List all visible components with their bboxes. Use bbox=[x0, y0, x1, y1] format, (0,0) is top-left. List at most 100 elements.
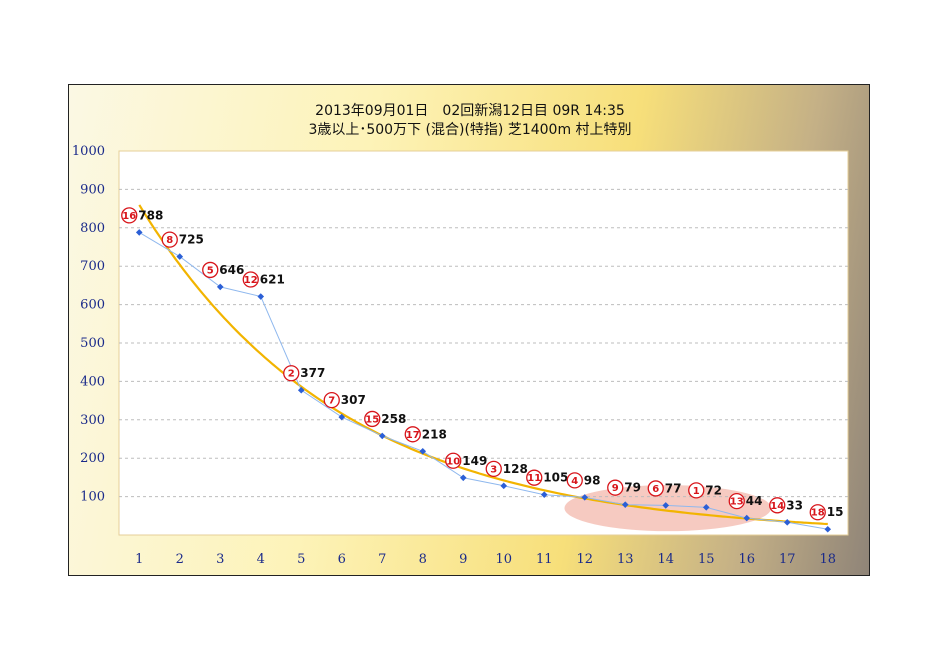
x-tick-label: 15 bbox=[698, 552, 715, 567]
horse-number-label: 4 bbox=[571, 476, 578, 487]
value-label: 79 bbox=[624, 481, 641, 495]
data-point bbox=[297, 386, 305, 394]
data-point bbox=[216, 283, 224, 291]
horse-number-circle bbox=[404, 426, 421, 443]
chart-svg: 2013年09月01日 02回新潟12日目 09R 14:35 3歳以上･500… bbox=[72, 103, 849, 567]
x-tick-label: 1 bbox=[135, 552, 143, 567]
series-line bbox=[139, 231, 828, 530]
horse-number-circle bbox=[364, 410, 381, 428]
horse-number-circle bbox=[323, 391, 340, 409]
y-tick-label: 900 bbox=[80, 182, 105, 197]
y-tick-label: 600 bbox=[80, 298, 105, 313]
data-point bbox=[135, 229, 143, 236]
y-tick-label: 200 bbox=[80, 451, 105, 466]
horse-number-circle bbox=[445, 452, 462, 469]
horse-number-label: 10 bbox=[446, 456, 460, 467]
y-tick-label: 1000 bbox=[72, 144, 105, 159]
x-tick-label: 18 bbox=[819, 552, 836, 567]
value-label: 128 bbox=[503, 462, 528, 476]
y-tick-label: 700 bbox=[80, 259, 105, 274]
x-tick-label: 10 bbox=[495, 552, 512, 567]
horse-number-circle bbox=[202, 261, 219, 279]
value-label: 33 bbox=[786, 498, 803, 512]
horse-number-label: 18 bbox=[811, 508, 825, 519]
data-point bbox=[257, 293, 265, 300]
data-point bbox=[621, 501, 629, 508]
horse-number-label: 12 bbox=[244, 275, 258, 286]
horse-number-label: 3 bbox=[490, 464, 497, 475]
y-tick-label: 500 bbox=[80, 336, 105, 351]
data-point bbox=[500, 482, 508, 490]
x-tick-label: 13 bbox=[617, 552, 634, 567]
x-tick-label: 11 bbox=[536, 552, 553, 567]
x-tick-label: 6 bbox=[338, 552, 346, 567]
value-label: 149 bbox=[462, 454, 487, 468]
horse-number-circle bbox=[242, 271, 259, 288]
y-tick-label: 100 bbox=[80, 490, 105, 505]
data-point bbox=[662, 502, 670, 509]
data-point bbox=[338, 413, 346, 421]
y-tick-label: 800 bbox=[80, 221, 105, 236]
value-label: 98 bbox=[584, 473, 601, 487]
chart-title: 2013年09月01日 02回新潟12日目 09R 14:35 bbox=[315, 103, 625, 119]
value-label: 725 bbox=[179, 233, 204, 247]
x-tick-label: 4 bbox=[257, 552, 265, 567]
gridlines bbox=[119, 188, 848, 498]
value-label: 646 bbox=[219, 263, 244, 277]
x-axis-ticks: 1 2 3 4 5 6 7 8 9 10 11 12 13 14 15 16 17 18 bbox=[135, 552, 836, 567]
horse-number-label: 5 bbox=[207, 265, 214, 276]
x-tick-label: 17 bbox=[779, 552, 796, 567]
x-tick-label: 8 bbox=[419, 552, 427, 567]
value-label: 258 bbox=[381, 412, 406, 426]
horse-number-label: 15 bbox=[365, 414, 379, 425]
x-tick-label: 12 bbox=[576, 552, 593, 567]
horse-number-label: 6 bbox=[652, 484, 659, 495]
value-label: 77 bbox=[665, 481, 682, 495]
horse-number-label: 11 bbox=[527, 473, 541, 484]
data-point bbox=[702, 504, 710, 511]
y-axis-ticks: 100 200 300 400 500 600 700 800 900 1000 bbox=[72, 144, 105, 505]
value-label: 44 bbox=[746, 494, 763, 508]
horse-number-label: 9 bbox=[612, 483, 619, 494]
horse-number-label: 2 bbox=[288, 369, 295, 380]
x-tick-label: 14 bbox=[657, 552, 674, 567]
y-tick-label: 300 bbox=[80, 413, 105, 428]
data-point bbox=[459, 474, 467, 482]
horse-number-label: 14 bbox=[770, 501, 784, 512]
horse-number-label: 17 bbox=[406, 430, 420, 441]
x-tick-label: 9 bbox=[459, 552, 467, 567]
value-label: 15 bbox=[827, 505, 844, 519]
x-tick-label: 16 bbox=[738, 552, 755, 567]
horse-number-circle bbox=[647, 480, 664, 497]
horse-number-circle bbox=[566, 472, 583, 489]
x-tick-label: 2 bbox=[176, 552, 184, 567]
horse-number-circle bbox=[526, 469, 543, 486]
horse-number-circle bbox=[121, 207, 138, 224]
horse-number-circle bbox=[485, 460, 502, 477]
data-point bbox=[419, 447, 427, 455]
x-tick-label: 5 bbox=[297, 552, 305, 567]
chart-subtitle: 3歳以上･500万下 (混合)(特指) 芝1400m 村上特別 bbox=[308, 122, 631, 138]
horse-number-label: 16 bbox=[122, 211, 136, 222]
horse-number-label: 1 bbox=[693, 486, 700, 497]
value-label: 621 bbox=[260, 273, 285, 287]
data-point bbox=[783, 519, 791, 526]
data-point bbox=[378, 432, 386, 440]
data-point bbox=[743, 514, 751, 522]
horse-number-circle bbox=[607, 479, 624, 496]
value-label: 377 bbox=[300, 366, 325, 380]
value-label: 105 bbox=[543, 471, 568, 485]
value-label: 307 bbox=[341, 393, 366, 407]
horse-number-label: 7 bbox=[328, 396, 335, 407]
trendline bbox=[138, 204, 828, 526]
data-point bbox=[824, 525, 832, 533]
x-tick-label: 3 bbox=[216, 552, 224, 567]
value-label: 72 bbox=[705, 483, 722, 497]
value-label: 218 bbox=[422, 427, 447, 441]
horse-number-circle bbox=[769, 497, 786, 514]
x-tick-label: 7 bbox=[378, 552, 386, 567]
horse-number-circle bbox=[688, 482, 705, 499]
horse-number-circle bbox=[728, 492, 745, 510]
horse-number-circle bbox=[161, 231, 178, 248]
